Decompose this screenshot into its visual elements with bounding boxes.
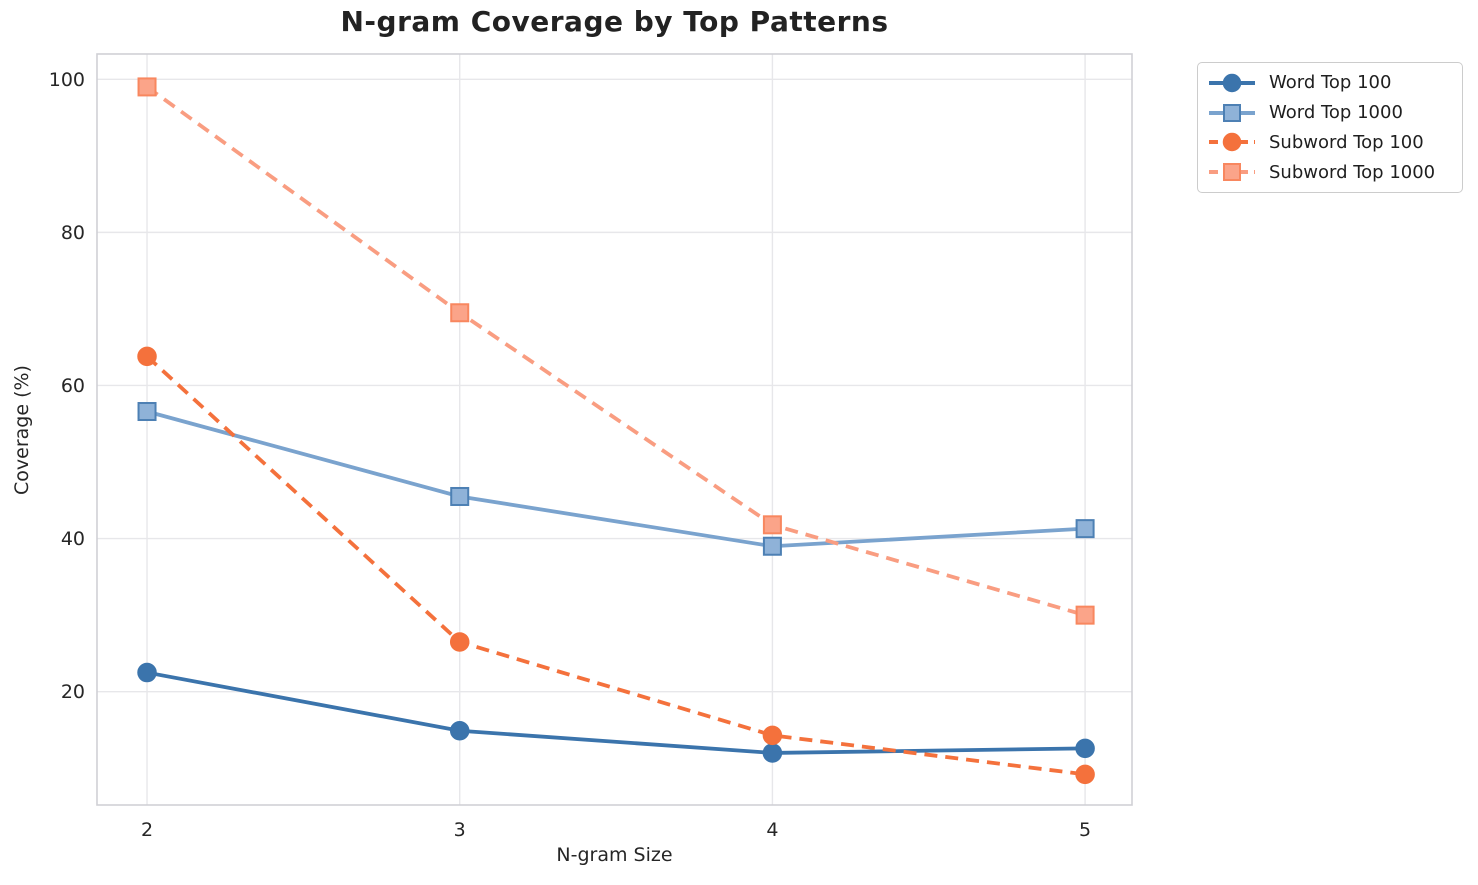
legend-label: Word Top 1000 (1269, 102, 1403, 124)
y-axis-label: Coverage (%) (11, 365, 33, 495)
legend-marker-shape (1223, 163, 1241, 182)
y-tick-label: 80 (61, 222, 85, 244)
x-tick-label: 5 (1079, 819, 1091, 841)
data-point-word-top-1000 (762, 536, 782, 556)
legend-entry-subword-top-1000: Subword Top 1000 (1208, 158, 1454, 186)
data-point-subword-top-100 (762, 725, 783, 746)
data-point-word-top-1000 (137, 402, 157, 422)
legend-marker-shape (1222, 133, 1242, 152)
data-point-word-top-100 (1075, 738, 1095, 759)
y-tick-label: 40 (61, 528, 85, 550)
data-point-word-top-1000 (450, 486, 470, 506)
legend-marker-word-top-100 (1209, 73, 1255, 93)
legend-marker-subword-top-1000 (1209, 163, 1255, 182)
legend-entry-word-top-100: Word Top 100 (1208, 69, 1454, 97)
series-line-word-top-1000 (146, 409, 1086, 549)
legend: Word Top 100 Word Top 1000 Subword Top 100… (1197, 62, 1463, 193)
data-point-word-top-100 (137, 662, 157, 683)
series-line-word-top-100 (146, 670, 1086, 755)
legend-marker-word-top-1000 (1209, 103, 1255, 122)
legend-label: Subword Top 100 (1269, 131, 1424, 153)
series-subword-top-100 (137, 346, 1095, 785)
data-point-subword-top-1000 (137, 77, 157, 97)
legend-marker-shape (1223, 103, 1241, 122)
x-tick-label: 4 (766, 819, 778, 841)
y-tick-label: 60 (61, 375, 85, 397)
series-line-subword-top-1000 (145, 85, 1086, 617)
data-point-subword-top-100 (137, 346, 157, 367)
data-point-subword-top-1000 (762, 515, 782, 535)
data-point-subword-top-100 (449, 632, 470, 652)
plot-border (96, 53, 1133, 806)
data-point-subword-top-100 (1075, 764, 1095, 785)
legend-label: Subword Top 1000 (1269, 161, 1436, 183)
legend-entry-word-top-1000: Word Top 1000 (1208, 99, 1454, 127)
legend-marker-shape (1222, 73, 1242, 93)
series-word-top-100 (137, 662, 1095, 763)
data-point-word-top-100 (762, 743, 783, 763)
series-line-subword-top-100 (145, 354, 1086, 777)
legend-marker-subword-top-100 (1209, 133, 1255, 152)
series-word-top-1000 (137, 402, 1095, 556)
data-point-word-top-1000 (1075, 519, 1095, 539)
y-tick-label: 100 (49, 69, 85, 91)
x-axis-label: N-gram Size (556, 844, 673, 866)
x-tick-label: 2 (141, 819, 153, 841)
data-point-subword-top-1000 (1075, 605, 1095, 625)
legend-label: Word Top 100 (1269, 72, 1392, 94)
legend-entry-subword-top-100: Subword Top 100 (1208, 128, 1454, 156)
y-tick-label: 20 (61, 681, 85, 703)
data-point-subword-top-1000 (450, 303, 470, 323)
chart-title: N-gram Coverage by Top Patterns (340, 5, 889, 38)
x-tick-label: 3 (454, 819, 466, 841)
data-point-word-top-100 (449, 720, 470, 741)
series-subword-top-1000 (137, 77, 1095, 625)
